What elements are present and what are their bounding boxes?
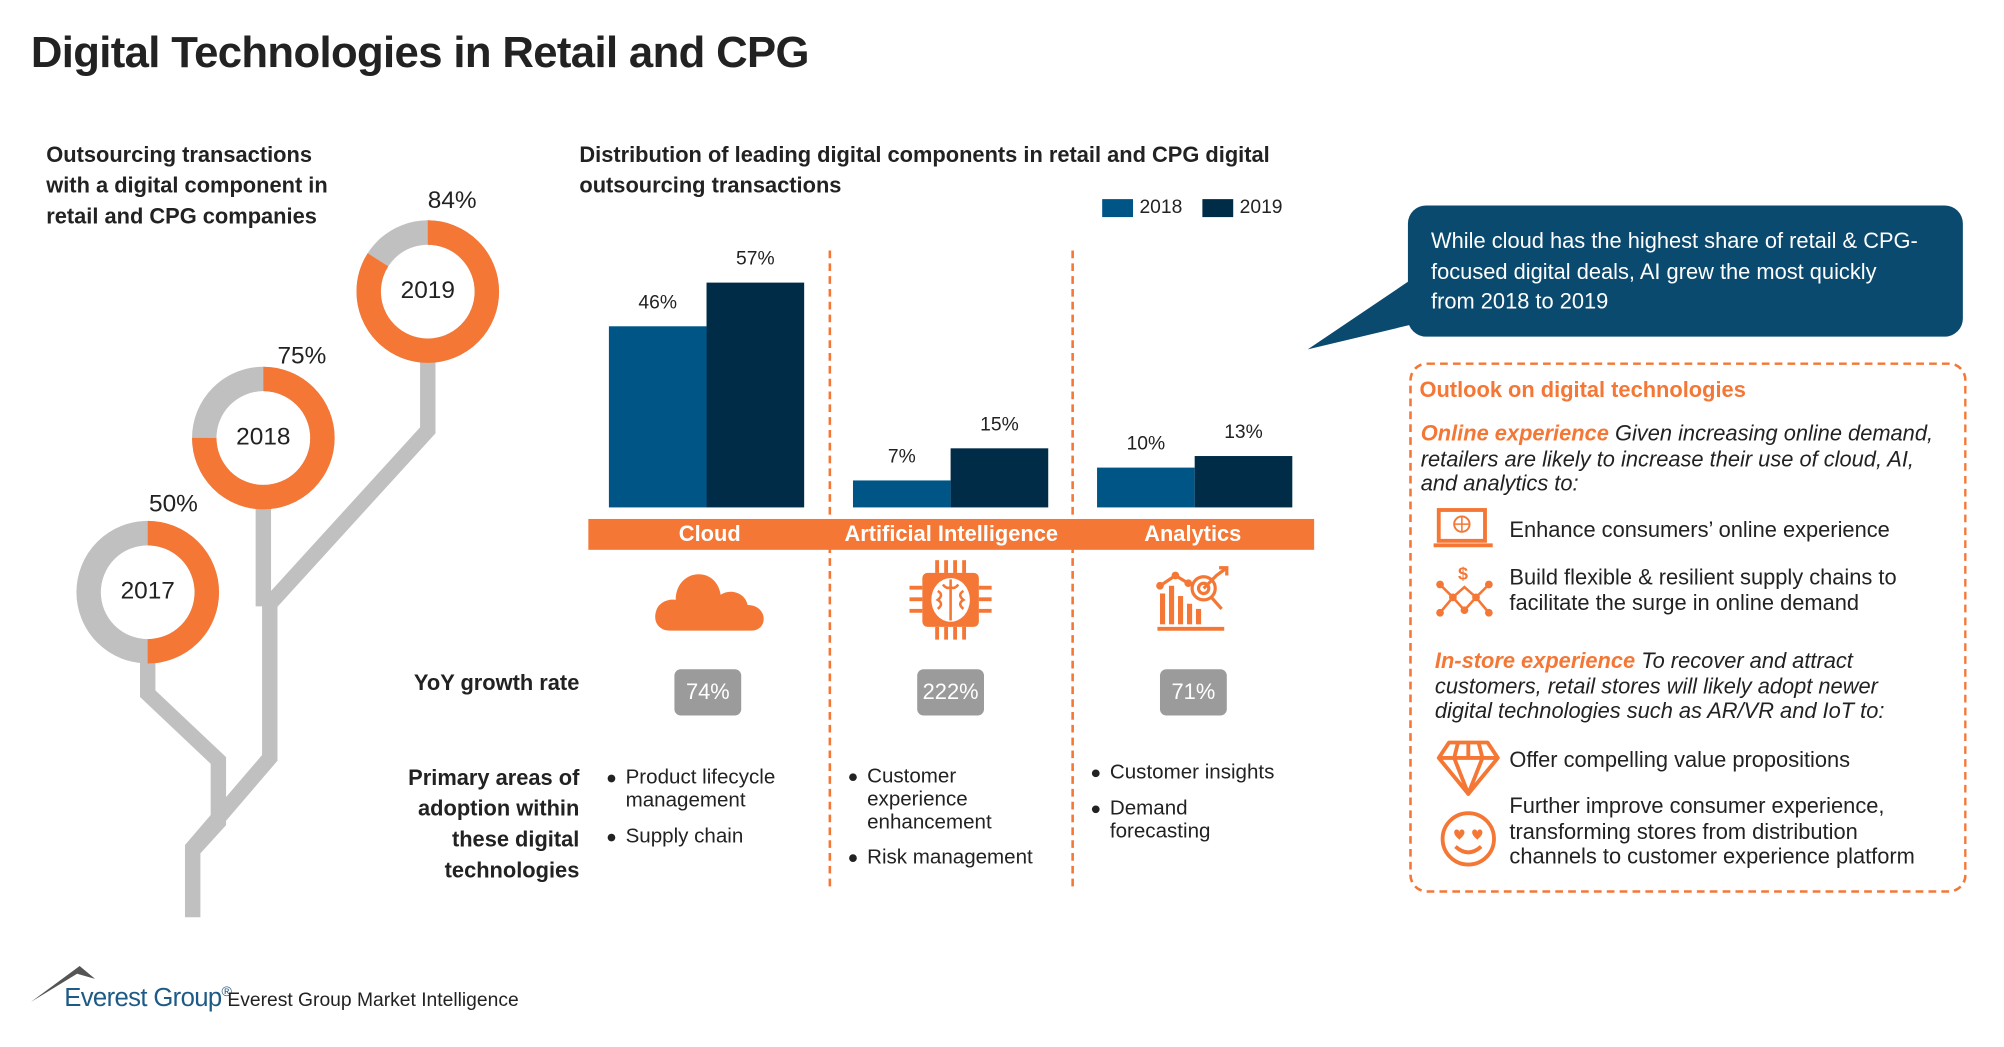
chart-title: Distribution of leading digital componen… bbox=[579, 140, 1269, 202]
category-analytics: Analytics bbox=[1144, 521, 1242, 546]
cloud-icon bbox=[655, 574, 764, 631]
list-item: Risk management bbox=[849, 847, 1033, 870]
donut-tree bbox=[76, 220, 500, 918]
column-divider bbox=[828, 250, 832, 887]
callout-text: While cloud has the highest share of ret… bbox=[1431, 228, 1918, 314]
list-item: Supply chain bbox=[607, 826, 743, 849]
everest-logo-text: Everest Group® bbox=[64, 984, 232, 1013]
donut-2017-value: 50% bbox=[149, 490, 198, 518]
yoy-badge-analytics: 71% bbox=[1159, 669, 1227, 716]
label-line: technologies bbox=[444, 858, 580, 883]
list-item: Customer experience enhancement bbox=[849, 766, 992, 835]
areas-row-label: Primary areas of adoption within these d… bbox=[194, 763, 579, 886]
source-text: Everest Group Market Intelligence bbox=[227, 989, 519, 1011]
analytics-chart-icon bbox=[1156, 566, 1229, 631]
category-band: Cloud Artificial Intelligence Analytics bbox=[588, 518, 1315, 550]
outlook-box bbox=[1409, 362, 1967, 893]
yoy-badge-cloud: 74% bbox=[674, 669, 742, 716]
donut-2019-year: 2019 bbox=[400, 277, 455, 305]
bar-2018-1 bbox=[852, 479, 951, 508]
diamond-icon bbox=[1436, 740, 1500, 796]
list-item: Demand forecasting bbox=[1091, 798, 1210, 844]
donut-arc-2018 bbox=[192, 366, 335, 510]
online-item: Build flexible & resilient supply chains… bbox=[1509, 565, 1897, 615]
chart-title-line: outsourcing transactions bbox=[579, 173, 842, 198]
label-line: these digital bbox=[451, 827, 580, 852]
bar-label: 10% bbox=[1126, 433, 1166, 456]
legend-swatch-2019 bbox=[1202, 199, 1234, 218]
bar-2019-2 bbox=[1194, 456, 1293, 508]
bar-2019-1 bbox=[950, 448, 1049, 508]
bar-2018-2 bbox=[1097, 467, 1195, 508]
callout-box bbox=[1407, 205, 1963, 337]
online-item: Enhance consumers’ online experience bbox=[1509, 517, 1890, 543]
donut-2017-year: 2017 bbox=[120, 578, 175, 606]
branch-line bbox=[140, 660, 227, 856]
bar-label: 46% bbox=[638, 291, 678, 314]
svg-text:$: $ bbox=[1458, 563, 1468, 583]
page-title: Digital Technologies in Retail and CPG bbox=[30, 28, 810, 78]
online-experience-text: Online experience Given increasing onlin… bbox=[1420, 421, 1934, 496]
list-item: Product lifecycle management bbox=[607, 767, 775, 813]
supply-chain-network-icon: $ bbox=[1436, 563, 1493, 617]
instore-item: Further improve consumer experience, tran… bbox=[1509, 793, 1915, 869]
bar-label: 7% bbox=[887, 445, 916, 467]
heading-line: Outsourcing transactions bbox=[46, 142, 312, 167]
bar-label: 57% bbox=[736, 247, 775, 270]
column-divider bbox=[1071, 250, 1074, 887]
donut-2019-value: 84% bbox=[427, 187, 477, 215]
bar-2018-0 bbox=[608, 325, 707, 508]
donut-section-heading: Outsourcing transactions with a digital … bbox=[46, 140, 327, 232]
label-line: Primary areas of bbox=[408, 765, 580, 791]
smiley-hearts-icon bbox=[1440, 811, 1496, 867]
legend-swatch-2018 bbox=[1102, 199, 1134, 218]
outlook-heading: Outlook on digital technologies bbox=[1419, 377, 1746, 403]
label-line: adoption within bbox=[418, 796, 580, 821]
legend-label-2018: 2018 bbox=[1139, 196, 1183, 219]
donut-2018-year: 2018 bbox=[236, 423, 291, 451]
bar-2019-0 bbox=[706, 282, 805, 508]
branch-line bbox=[184, 359, 436, 918]
instore-experience-text: In-store experience To recover and attra… bbox=[1434, 648, 1885, 724]
donut-arc-2019 bbox=[356, 220, 500, 363]
yoy-badge-ai: 222% bbox=[917, 669, 985, 716]
donut-2018-value: 75% bbox=[277, 342, 327, 370]
heading-line: retail and CPG companies bbox=[46, 204, 317, 229]
category-cloud: Cloud bbox=[678, 521, 741, 546]
callout-tail bbox=[1307, 280, 1426, 350]
yoy-row-label: YoY growth rate bbox=[413, 670, 580, 695]
instore-item: Offer compelling value propositions bbox=[1509, 747, 1851, 773]
heading-line: with a digital component in bbox=[46, 173, 328, 198]
category-ai: Artificial Intelligence bbox=[844, 521, 1059, 546]
legend-label-2019: 2019 bbox=[1239, 196, 1283, 219]
donut-arc-2017 bbox=[76, 520, 220, 664]
list-item: Customer insights bbox=[1091, 762, 1274, 785]
bar-label: 13% bbox=[1224, 421, 1263, 444]
chart-title-line: Distribution of leading digital componen… bbox=[579, 142, 1270, 167]
bar-label: 15% bbox=[980, 413, 1019, 436]
laptop-globe-icon bbox=[1433, 508, 1493, 548]
ai-chip-brain-icon bbox=[909, 560, 992, 640]
